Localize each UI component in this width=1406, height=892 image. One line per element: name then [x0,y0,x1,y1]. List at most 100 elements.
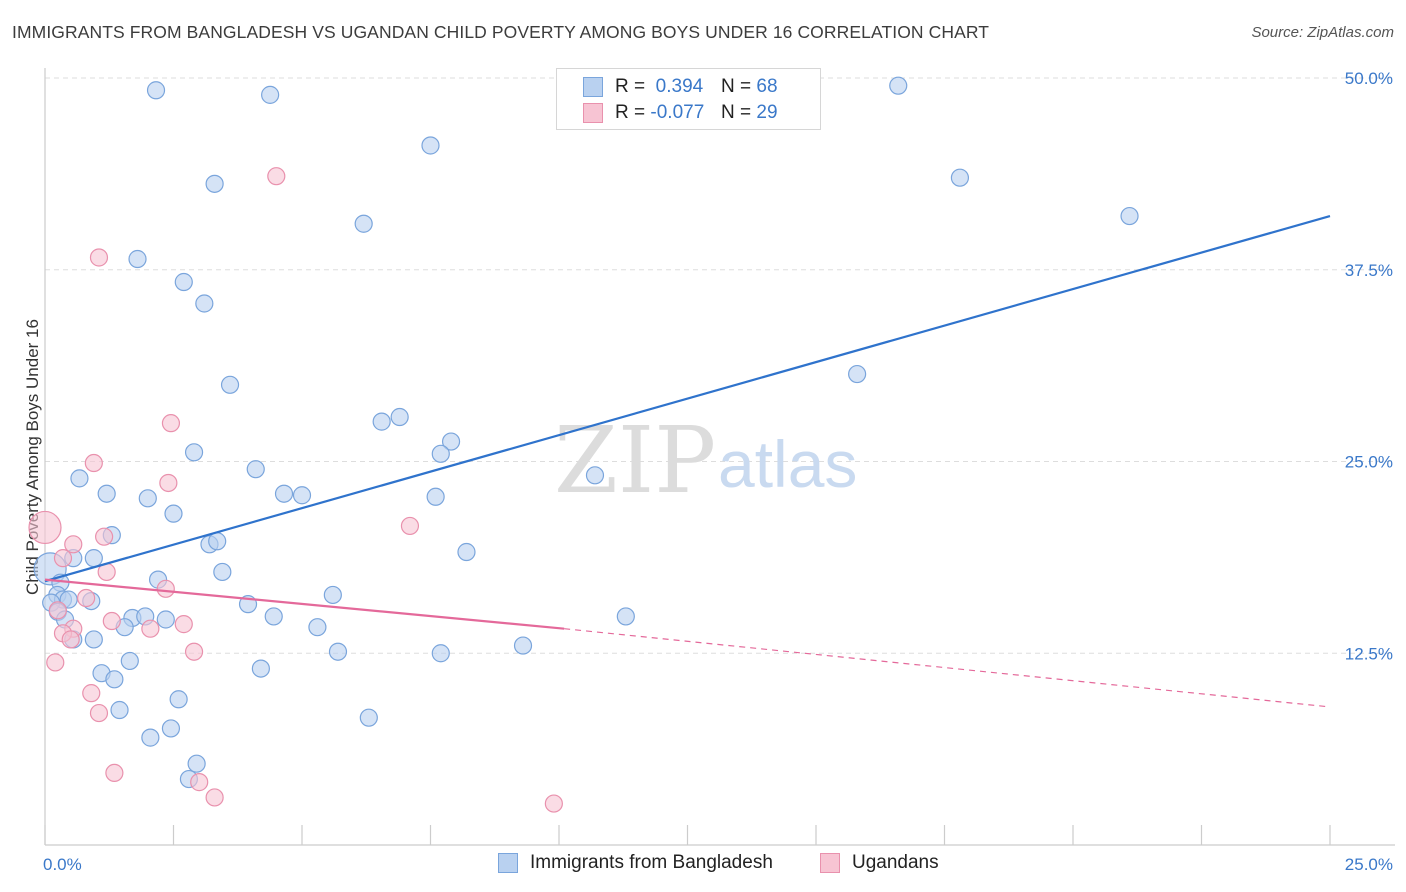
bangladesh-point [323,585,342,605]
ugandan-point [156,579,175,598]
x-tick-labels: 0.0% 25.0% [43,855,1393,874]
ugandan-point [95,527,114,546]
bangladesh-point [156,610,175,629]
bangladesh-point [195,294,214,313]
bangladesh-trend-line [44,215,1331,583]
ugandan-point [53,549,73,568]
n-value: 29 [756,102,778,123]
gridlines [45,77,1395,654]
r-label: R = [615,102,646,123]
bangladesh-point [146,81,166,100]
ugandan-point [267,167,286,186]
ugandan-point [544,794,563,813]
y-tick-label: 25.0% [1345,453,1393,472]
legend-item-bangladesh: Immigrants from Bangladesh [498,852,773,874]
bangladesh-point [431,644,450,663]
watermark: ZIP atlas [554,407,857,514]
bangladesh-point [261,85,280,104]
bangladesh-point [110,700,129,720]
bangladesh-point [205,174,224,193]
r-label: R = [615,76,646,97]
bangladesh-point [359,708,378,727]
watermark-zip: ZIP [554,407,716,514]
ugandans-swatch [583,103,603,123]
ugandan-point [28,510,62,545]
bangladesh-point [70,469,89,488]
ugandan-point [141,619,160,638]
bangladesh-point [441,432,461,451]
ugandan-points [28,167,563,813]
r-value: 0.394 [655,76,704,97]
bangladesh-point [585,466,605,485]
n-label: N = [721,102,752,123]
ugandan-point [82,684,101,703]
bangladesh-swatch [583,77,603,97]
ugandan-trend-line [44,578,565,630]
ugandan-point [205,788,224,807]
ugandans-swatch [820,853,840,873]
r-value: -0.077 [650,102,705,123]
ugandan-point [174,615,193,634]
bangladesh-point [426,487,445,506]
ugandan-point [105,763,124,783]
bangladesh-point [120,651,139,671]
legend-label-bangladesh: Immigrants from Bangladesh [530,852,773,873]
chart-title: IMMIGRANTS FROM BANGLADESH VS UGANDAN CH… [12,22,990,42]
bangladesh-point [513,636,533,655]
bangladesh-point [161,719,181,738]
bangladesh-point [246,460,265,479]
ugandan-point [89,703,109,723]
y-tick-label: 50.0% [1345,69,1393,88]
bangladesh-point [97,484,116,503]
ugandan-point [190,773,209,792]
bangladesh-point [457,542,476,562]
source-label: Source: ZipAtlas.com [1251,24,1394,41]
series-legend: Immigrants from Bangladesh Ugandans [0,852,1406,878]
n-value: 68 [756,76,778,97]
bangladesh-point [84,630,103,649]
bangladesh-point [164,504,183,523]
bangladesh-point [354,214,373,233]
bangladesh-point [184,443,204,462]
ugandan-point [64,535,83,554]
ugandan-point [84,453,103,473]
trend-lines [44,215,1331,708]
bangladesh-point [128,249,147,269]
bangladesh-point [616,607,635,626]
x-tick-label: 0.0% [43,855,82,874]
ugandan-point [61,630,80,649]
bangladesh-point [390,407,409,427]
ugandan-point [77,588,96,608]
stats-legend: R = 0.394 N = 68 R = -0.077 N = 29 [556,68,821,130]
bangladesh-point [251,659,270,678]
legend-row-bangladesh: R = 0.394 N = 68 [583,74,778,100]
axes [44,68,1395,846]
bangladesh-point [889,76,908,95]
legend-row-ugandans: R = -0.077 N = 29 [583,100,778,126]
n-label: N = [721,76,752,97]
y-tick-labels: 50.0% 37.5% 25.0% 12.5% [1345,69,1393,663]
bangladesh-point [105,670,124,689]
legend-item-ugandans: Ugandans [820,852,939,874]
bangladesh-point [187,754,206,773]
bangladesh-point [431,444,450,463]
bangladesh-point [141,728,160,747]
ugandan-point [46,653,65,672]
bangladesh-point [138,489,157,508]
bangladesh-point [848,364,867,384]
bangladesh-point [1120,206,1139,226]
bangladesh-point [84,549,103,568]
bangladesh-point [421,136,440,155]
legend-label-ugandans: Ugandans [852,852,939,873]
ugandan-point [161,414,181,433]
ugandan-point [102,611,121,631]
bangladesh-point [328,642,348,661]
bangladesh-point [213,562,232,582]
ugandan-point [400,516,420,536]
bangladesh-point [292,486,312,505]
y-tick-label: 37.5% [1345,261,1393,280]
bangladesh-point [274,484,294,503]
x-tick-label: 25.0% [1345,855,1393,874]
y-tick-label: 12.5% [1345,644,1393,663]
